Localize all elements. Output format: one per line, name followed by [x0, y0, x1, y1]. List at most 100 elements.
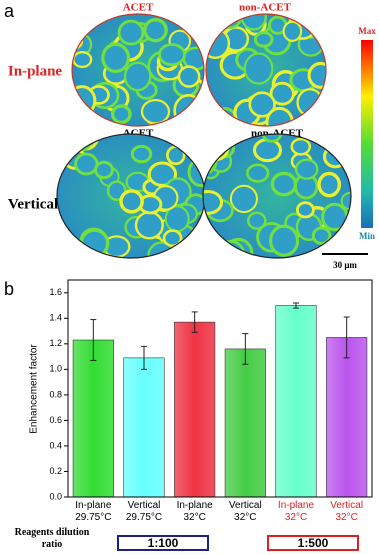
cell [282, 20, 303, 42]
cell [253, 31, 274, 48]
cell [211, 106, 237, 126]
cell [248, 91, 276, 118]
cell [158, 43, 186, 67]
image-border [202, 133, 352, 259]
panel-label: a [4, 1, 15, 21]
cell [110, 104, 132, 125]
x-tick-label: Vertical 29.75°C [125, 500, 163, 523]
cell [173, 93, 204, 126]
cell [193, 134, 205, 149]
y-tick-label: 0.8 [49, 389, 62, 399]
dilution-label: Reagents dilution ratio [14, 527, 90, 550]
cell [140, 98, 171, 125]
cell [206, 21, 220, 38]
cell [333, 134, 351, 152]
image-border [205, 13, 327, 127]
y-axis-label: Enhancement factor [29, 344, 40, 434]
cell [203, 189, 224, 215]
cell [317, 171, 342, 198]
cell [74, 152, 99, 176]
cell [72, 107, 84, 126]
cell [215, 239, 246, 258]
cell [296, 88, 324, 117]
x-tick-label: Vertical 32°C [330, 500, 364, 523]
cell [306, 14, 326, 31]
cell [147, 161, 178, 187]
image-title: non-ACET [239, 2, 292, 14]
cell [134, 211, 164, 240]
bar [326, 337, 368, 498]
cell [166, 145, 186, 166]
y-tick-label: 0.2 [49, 466, 62, 476]
cell [295, 201, 315, 219]
cell [243, 52, 274, 85]
micrograph [203, 134, 351, 258]
cell [203, 134, 230, 162]
cell [290, 137, 312, 156]
row-label: In-plane [8, 63, 63, 79]
images [56, 13, 352, 259]
bar [275, 305, 317, 498]
cell [162, 229, 183, 248]
cell [119, 189, 144, 214]
x-tick-label: In-plane 32°C [277, 500, 315, 523]
cell [270, 171, 298, 197]
cell [311, 226, 332, 245]
cell [269, 224, 300, 257]
cell [229, 184, 258, 214]
cell [123, 61, 152, 92]
cell [117, 19, 145, 46]
cell [67, 134, 93, 152]
dilution-box: 1:100 [117, 535, 209, 551]
x-tick-label: In-plane 32°C [176, 500, 213, 523]
chart: 0.0 0.2 0.4 0.6 0.8 1.0 1.2 1.4 1.6 [49, 279, 373, 501]
row-label: Vertical [8, 196, 58, 212]
cell [294, 158, 319, 180]
x-tick-label: In-plane 29.75°C [75, 500, 112, 523]
y-tick-label: 1.2 [49, 338, 62, 348]
cell [79, 228, 110, 258]
cell [246, 163, 270, 183]
colorbar-min: Min [359, 231, 375, 241]
plot-frame [67, 279, 373, 498]
cell [94, 160, 114, 180]
cell [321, 202, 349, 232]
scale-label: 30 μm [333, 260, 357, 270]
image-border [71, 13, 205, 127]
micrograph [57, 134, 205, 258]
cell [246, 211, 267, 230]
bar [123, 357, 165, 498]
cell [177, 65, 201, 88]
bar [174, 321, 216, 498]
y-tick-label: 1.6 [49, 287, 62, 297]
image-title: ACET [123, 2, 154, 14]
cell [331, 134, 351, 151]
bar [224, 348, 266, 498]
colorbar-max: Max [358, 26, 376, 36]
colorbar [361, 40, 373, 228]
micrograph [72, 14, 204, 126]
cell [269, 81, 295, 106]
x-tick-label: Vertical 32°C [228, 500, 262, 523]
cell [206, 27, 231, 60]
cell [307, 61, 326, 89]
cell [72, 33, 84, 50]
cell [322, 144, 348, 169]
cell [143, 17, 168, 43]
cell [130, 144, 153, 164]
cell [180, 14, 204, 32]
y-tick-label: 1.4 [49, 313, 62, 323]
y-tick-label: 1.0 [49, 364, 62, 374]
dilution-box: 1:500 [267, 535, 359, 551]
cell [252, 138, 283, 163]
y-tick-label: 0.6 [49, 415, 62, 425]
cell [313, 14, 326, 33]
bar [72, 339, 114, 498]
micrograph [206, 14, 326, 126]
cell [72, 134, 100, 151]
y-tick-label: 0.0 [49, 491, 62, 501]
cell [101, 42, 131, 74]
cell [57, 225, 72, 250]
